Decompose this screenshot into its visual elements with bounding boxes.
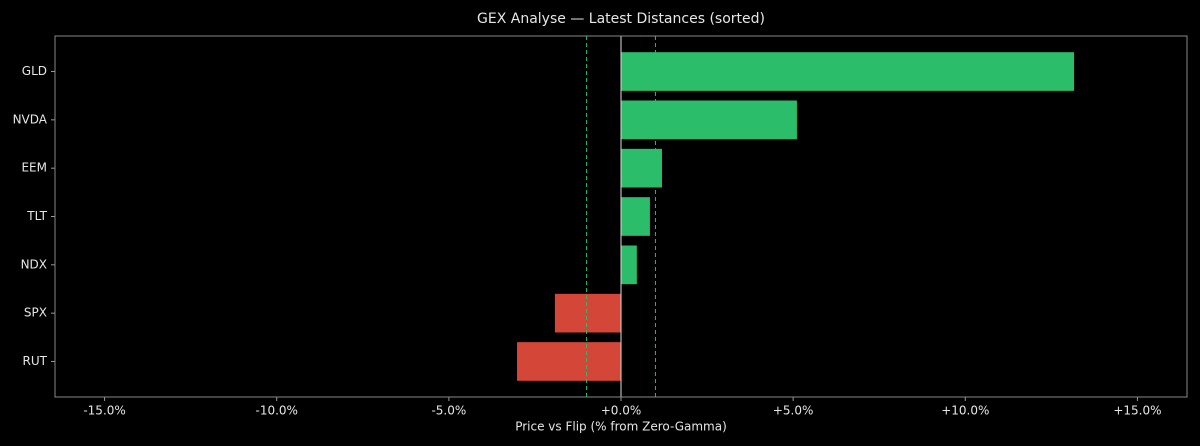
y-tick-label: GLD: [22, 64, 47, 78]
x-axis-label: Price vs Flip (% from Zero-Gamma): [515, 420, 727, 434]
bar: [621, 197, 650, 236]
x-tick-label: -15.0%: [83, 404, 125, 418]
x-tick-label: +0.0%: [601, 404, 642, 418]
bar: [554, 293, 621, 333]
chart-title: GEX Analyse — Latest Distances (sorted): [477, 11, 765, 27]
y-tick-label: NVDA: [13, 112, 48, 126]
bar: [517, 342, 621, 381]
bar: [621, 52, 1075, 91]
plot-frame: [54, 35, 1188, 398]
x-tick-label: +15.0%: [1113, 404, 1161, 418]
bar: [621, 148, 662, 188]
bar: [621, 100, 797, 140]
y-tick-label: TLT: [26, 209, 47, 223]
x-tick-label: -5.0%: [431, 404, 466, 418]
x-tick-label: +10.0%: [941, 404, 989, 418]
y-tick-label: RUT: [23, 354, 48, 368]
x-tick-label: +5.0%: [773, 404, 814, 418]
y-tick-label: SPX: [24, 306, 47, 320]
y-tick-label: NDX: [21, 257, 47, 271]
bar: [621, 245, 637, 285]
y-tick-label: EEM: [21, 161, 47, 175]
x-tick-label: -10.0%: [255, 404, 297, 418]
